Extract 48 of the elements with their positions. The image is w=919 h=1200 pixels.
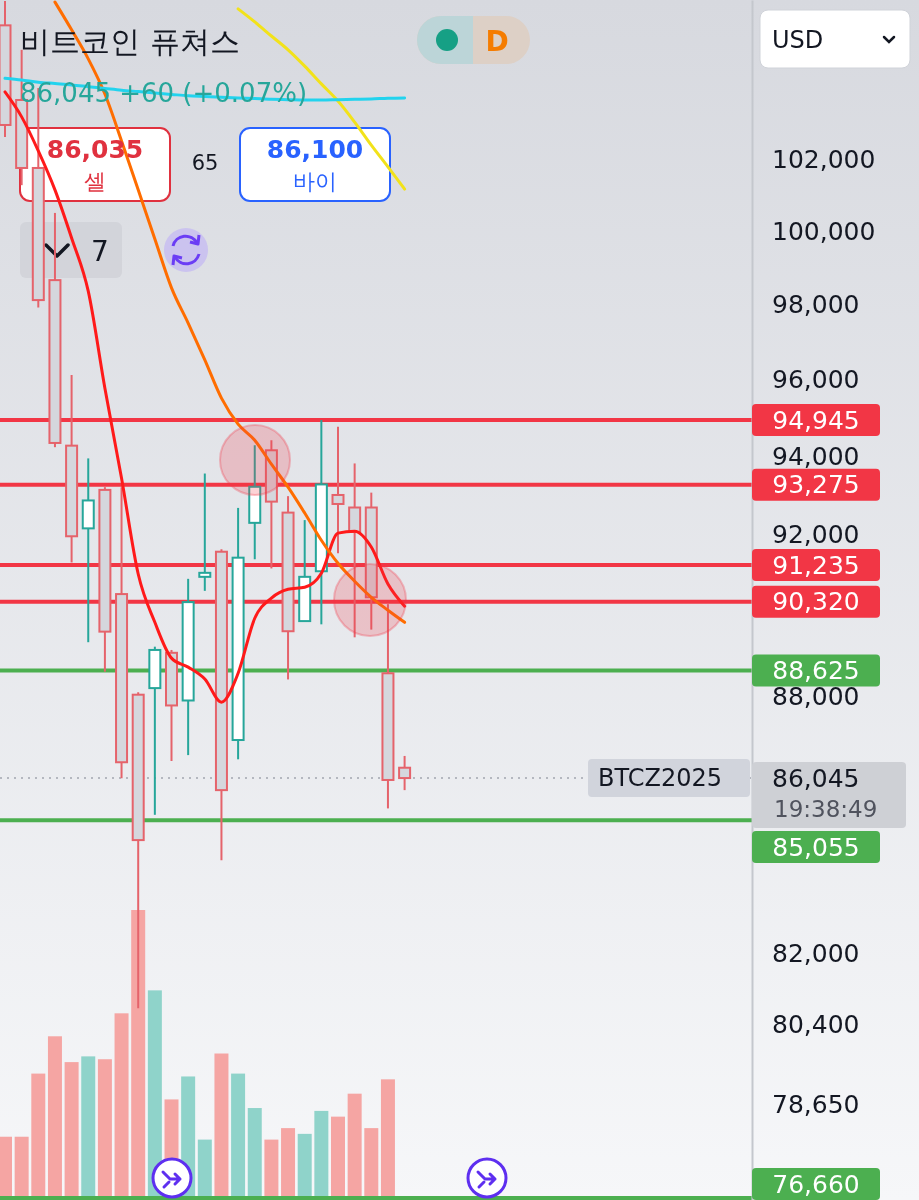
ref-line-label: 93,275	[772, 470, 860, 500]
bar	[47, 1036, 62, 1197]
bar	[231, 1073, 246, 1197]
bar	[14, 1136, 29, 1197]
y-tick-label: 78,650	[772, 1090, 860, 1120]
bar	[331, 1116, 345, 1197]
bar	[197, 1139, 212, 1197]
annotation: 86,100	[266, 134, 364, 164]
ref-line-label: 91,235	[772, 550, 860, 580]
ref-line-label: 76,660	[772, 1169, 860, 1199]
annotation: 셀	[84, 168, 106, 194]
y-tick-label: 82,000	[772, 938, 860, 968]
annotation: 7	[91, 234, 109, 268]
y-tick-label: 102,000	[772, 144, 876, 174]
bar	[81, 1056, 96, 1197]
y-tick-label: 94,000	[772, 441, 860, 471]
candlestick	[398, 754, 412, 792]
bar	[314, 1110, 329, 1197]
y-tick-label: 80,400	[772, 1010, 860, 1040]
bar	[264, 1139, 279, 1197]
bar	[97, 1059, 112, 1197]
bar	[214, 1053, 229, 1197]
y-tick-label: 100,000	[772, 216, 876, 246]
ref-line-label: 85,055	[772, 832, 860, 862]
bar	[131, 910, 146, 1197]
candlestick	[331, 425, 345, 555]
bar	[364, 1128, 379, 1197]
bar	[114, 1013, 129, 1197]
annotation: 65	[191, 151, 219, 175]
bar	[297, 1133, 312, 1197]
ref-line-label: 86,045	[772, 763, 860, 793]
y-tick-label: 98,000	[772, 290, 860, 320]
bar	[31, 1073, 46, 1197]
ref-line-label: 94,945	[772, 405, 860, 435]
annotation: 바이	[293, 168, 337, 194]
candlestick	[198, 472, 212, 592]
bar	[64, 1062, 79, 1197]
y-tick-label: 92,000	[772, 520, 860, 550]
annotation: BTCZ2025	[598, 764, 722, 793]
bar	[380, 1079, 395, 1197]
bar	[347, 1093, 362, 1197]
text: D	[485, 24, 509, 58]
ref-line-label: 90,320	[772, 587, 860, 617]
y-tick-label: 96,000	[772, 365, 860, 395]
bar	[281, 1128, 296, 1197]
text: 19:38:49	[774, 796, 878, 823]
text: USD	[772, 26, 824, 54]
bar	[247, 1108, 262, 1197]
